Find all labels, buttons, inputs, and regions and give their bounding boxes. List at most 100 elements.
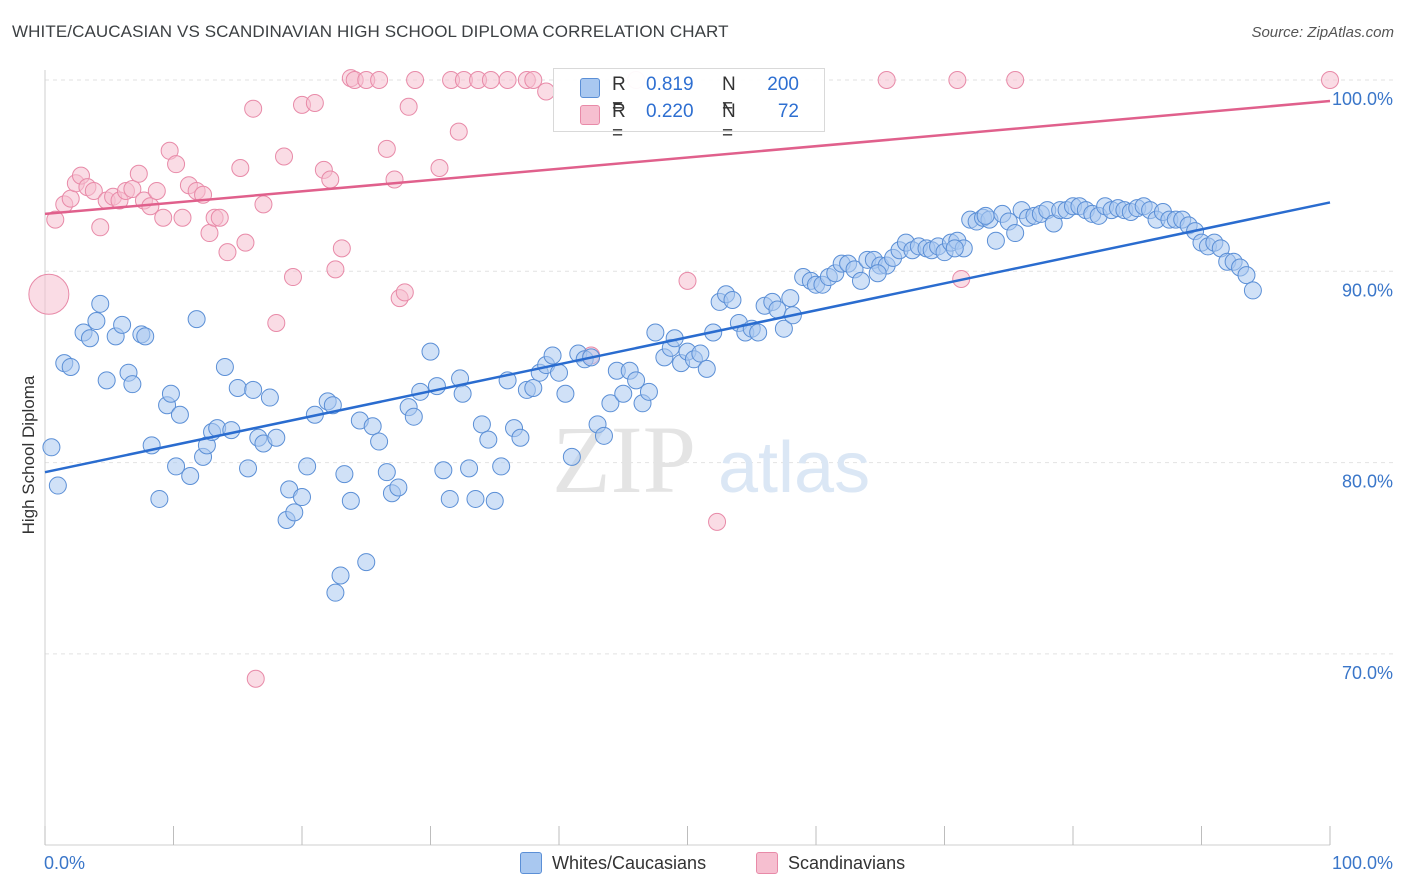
white-point bbox=[150, 489, 169, 508]
white-point bbox=[80, 329, 99, 348]
scandinavian-point bbox=[321, 170, 340, 189]
scandinavian-point bbox=[254, 195, 273, 214]
white-point bbox=[453, 384, 472, 403]
legend-label-scandinavian: Scandinavians bbox=[788, 852, 906, 873]
scandinavian-point bbox=[481, 71, 500, 89]
scandinavian-point bbox=[305, 93, 324, 112]
scandinavian-trend-line bbox=[44, 99, 1331, 216]
white-point bbox=[161, 384, 180, 403]
white-point bbox=[91, 294, 110, 313]
legend-swatch-white bbox=[580, 78, 600, 98]
white-point bbox=[646, 323, 665, 342]
white-point bbox=[170, 405, 189, 424]
legend-r-value-white: 0.819 bbox=[646, 74, 694, 95]
white-point bbox=[42, 438, 61, 457]
scandinavian-point bbox=[244, 99, 263, 118]
source-label: Source: ZipAtlas.com bbox=[1251, 24, 1394, 41]
white-point bbox=[723, 290, 742, 309]
white-point bbox=[260, 388, 279, 407]
scandinavian-point bbox=[284, 268, 303, 287]
white-point bbox=[492, 457, 511, 476]
white-point bbox=[479, 430, 498, 449]
y-tick-label: 90.0% bbox=[1342, 280, 1393, 300]
white-point bbox=[222, 421, 241, 440]
white-point bbox=[87, 312, 106, 331]
white-point bbox=[244, 380, 263, 399]
legend-r-label: R = bbox=[612, 101, 626, 144]
white-point bbox=[1243, 281, 1262, 300]
white-point bbox=[440, 489, 459, 508]
white-trend-line bbox=[44, 201, 1331, 474]
scandinavian-point bbox=[399, 97, 418, 116]
swatch-white bbox=[520, 852, 542, 874]
white-point bbox=[614, 384, 633, 403]
white-point bbox=[691, 344, 710, 363]
y-tick-label: 100.0% bbox=[1332, 89, 1393, 109]
legend-item-white: Whites/Caucasians bbox=[520, 852, 706, 874]
white-point bbox=[466, 489, 485, 508]
white-points bbox=[42, 197, 1262, 602]
scandinavian-point bbox=[236, 233, 255, 252]
x-tick-label: 0.0% bbox=[44, 853, 85, 873]
white-point bbox=[556, 384, 575, 403]
scandinavian-point bbox=[275, 147, 294, 166]
white-point bbox=[285, 503, 304, 522]
scandinavian-point bbox=[377, 139, 396, 158]
legend-label-white: Whites/Caucasians bbox=[552, 852, 707, 873]
y-tick-label: 80.0% bbox=[1342, 472, 1393, 492]
scandinavian-point bbox=[948, 71, 967, 89]
white-point bbox=[323, 396, 342, 415]
scandinavian-point bbox=[430, 158, 449, 177]
white-point bbox=[363, 417, 382, 436]
white-point bbox=[601, 394, 620, 413]
legend-n-label: N = bbox=[722, 101, 736, 144]
white-point bbox=[460, 459, 479, 478]
white-point bbox=[267, 428, 286, 447]
white-point bbox=[326, 583, 345, 602]
white-point bbox=[389, 478, 408, 497]
white-point bbox=[697, 359, 716, 378]
scandinavian-point bbox=[147, 181, 166, 200]
scandinavian-point bbox=[61, 189, 80, 208]
white-point bbox=[187, 310, 206, 329]
scandinavian-point bbox=[395, 283, 414, 302]
white-point bbox=[331, 566, 350, 585]
scandinavian-point bbox=[167, 155, 186, 174]
legend-item-scandinavian: Scandinavians bbox=[756, 852, 905, 874]
white-point bbox=[627, 371, 646, 390]
scandinavian-point bbox=[498, 71, 517, 89]
white-point bbox=[562, 447, 581, 466]
scandinavian-point bbox=[370, 71, 389, 89]
scandinavian-point bbox=[218, 243, 237, 262]
swatch-scandinavian bbox=[756, 852, 778, 874]
legend-swatch-scandinavian bbox=[580, 105, 600, 125]
scandinavian-point bbox=[524, 71, 543, 89]
white-point bbox=[357, 553, 376, 572]
chart-title: WHITE/CAUCASIAN VS SCANDINAVIAN HIGH SCH… bbox=[12, 22, 729, 41]
white-point bbox=[511, 428, 530, 447]
scandinavian-point bbox=[129, 164, 148, 183]
scandinavian-point bbox=[449, 122, 468, 141]
white-point bbox=[434, 461, 453, 480]
scandinavian-point bbox=[385, 170, 404, 189]
scandinavian-point bbox=[1006, 71, 1025, 89]
white-point bbox=[228, 378, 247, 397]
white-point bbox=[97, 371, 116, 390]
white-point bbox=[293, 488, 311, 507]
white-point bbox=[976, 206, 995, 225]
white-point bbox=[1237, 266, 1256, 285]
scandinavian-point bbox=[678, 271, 697, 290]
scandinavian-point bbox=[91, 218, 110, 237]
white-point bbox=[181, 466, 200, 485]
watermark-atlas: atlas bbox=[718, 428, 870, 508]
white-point bbox=[485, 491, 504, 510]
white-point bbox=[639, 382, 658, 401]
scandinavian-point bbox=[84, 181, 103, 200]
scandinavian-point bbox=[246, 669, 265, 688]
legend-r-value-scandinavian: 0.220 bbox=[646, 101, 694, 122]
scandinavian-point bbox=[231, 158, 250, 177]
white-point bbox=[749, 323, 768, 342]
scandinavian-point bbox=[406, 71, 425, 89]
legend-n-label: N = bbox=[722, 74, 736, 117]
